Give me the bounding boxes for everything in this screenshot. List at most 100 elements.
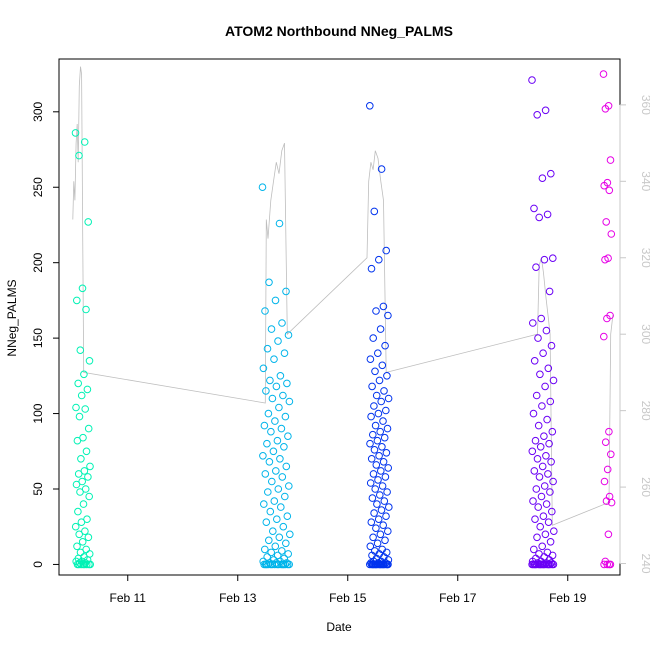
data-point [548,427,557,436]
data-point [380,497,389,505]
data-point [530,467,539,475]
data-point [73,436,82,445]
data-point [276,455,284,463]
data-point [538,462,547,471]
data-point [540,255,549,264]
data-point [528,560,536,569]
data-point [377,397,386,406]
data-point [529,497,537,505]
data-point [272,467,280,475]
data-point [541,530,550,539]
points-layer [71,70,616,569]
plot-frame [58,58,621,576]
data-point [607,498,616,507]
data-point [370,446,379,454]
data-point [539,560,548,569]
data-point [81,485,90,493]
data-point [381,536,389,545]
data-point [278,473,287,481]
data-point [385,503,393,511]
y-tick-label: 250 [31,177,45,197]
data-point [84,218,92,226]
data-point [81,527,89,536]
data-point [262,560,271,569]
data-point [535,213,544,222]
data-point [379,560,388,569]
data-point [260,421,269,430]
data-point [283,379,291,388]
data-point [273,436,282,445]
data-point [602,218,611,226]
data-point [376,530,385,539]
data-point [373,500,381,508]
data-point [544,364,553,373]
data-point [277,503,285,511]
data-point [266,376,274,385]
data-point [377,506,386,514]
data-point [264,488,272,496]
data-point [366,542,375,551]
data-point [380,387,388,395]
data-point [271,296,280,305]
data-point [78,284,87,293]
data-point [263,439,271,448]
data-point [379,521,388,530]
data-point [384,560,392,569]
data-point [280,443,288,451]
data-point [372,391,381,400]
data-point [600,560,608,569]
data-point [536,560,545,569]
data-point [281,412,290,421]
data-point [530,204,538,213]
data-point [383,488,391,496]
data-point [282,539,290,548]
data-point [370,402,378,410]
data-point [282,462,291,471]
data-point [75,412,84,421]
data-point [372,524,380,533]
data-point [603,560,612,569]
data-point [604,530,613,539]
data-point [286,530,294,539]
altitude-trace-line [72,66,614,526]
data-point [378,361,387,370]
y-tick-label: 100 [31,403,45,423]
data-point [546,538,555,546]
data-point [371,485,380,493]
secondary-y-tick-label: 340 [639,171,650,191]
data-point [269,527,277,536]
data-point [601,105,610,113]
data-point [549,376,558,385]
data-point [603,314,611,323]
data-point [543,210,552,219]
data-point [379,417,387,425]
data-point [537,492,546,501]
data-point [369,334,378,342]
data-point [273,515,281,524]
data-point [605,186,614,195]
data-point [534,503,543,511]
data-point [602,497,611,505]
data-point [547,169,555,178]
data-point [381,473,390,481]
data-point [544,470,552,478]
data-point [382,449,391,457]
data-point [367,264,376,273]
data-point [536,443,545,451]
x-tick-label: Feb 13 [219,591,257,605]
data-point [599,70,608,78]
data-point [538,174,547,182]
secondary-y-tick-label: 240 [639,554,650,574]
data-point [378,482,387,490]
data-point [534,421,543,430]
data-point [84,473,92,481]
data-point [376,325,385,333]
data-point [603,465,612,474]
data-point [75,151,83,160]
data-point [75,560,83,569]
data-point [541,106,550,115]
data-point [259,452,267,460]
data-point [77,560,85,569]
data-point [374,349,382,358]
data-point [74,470,83,478]
